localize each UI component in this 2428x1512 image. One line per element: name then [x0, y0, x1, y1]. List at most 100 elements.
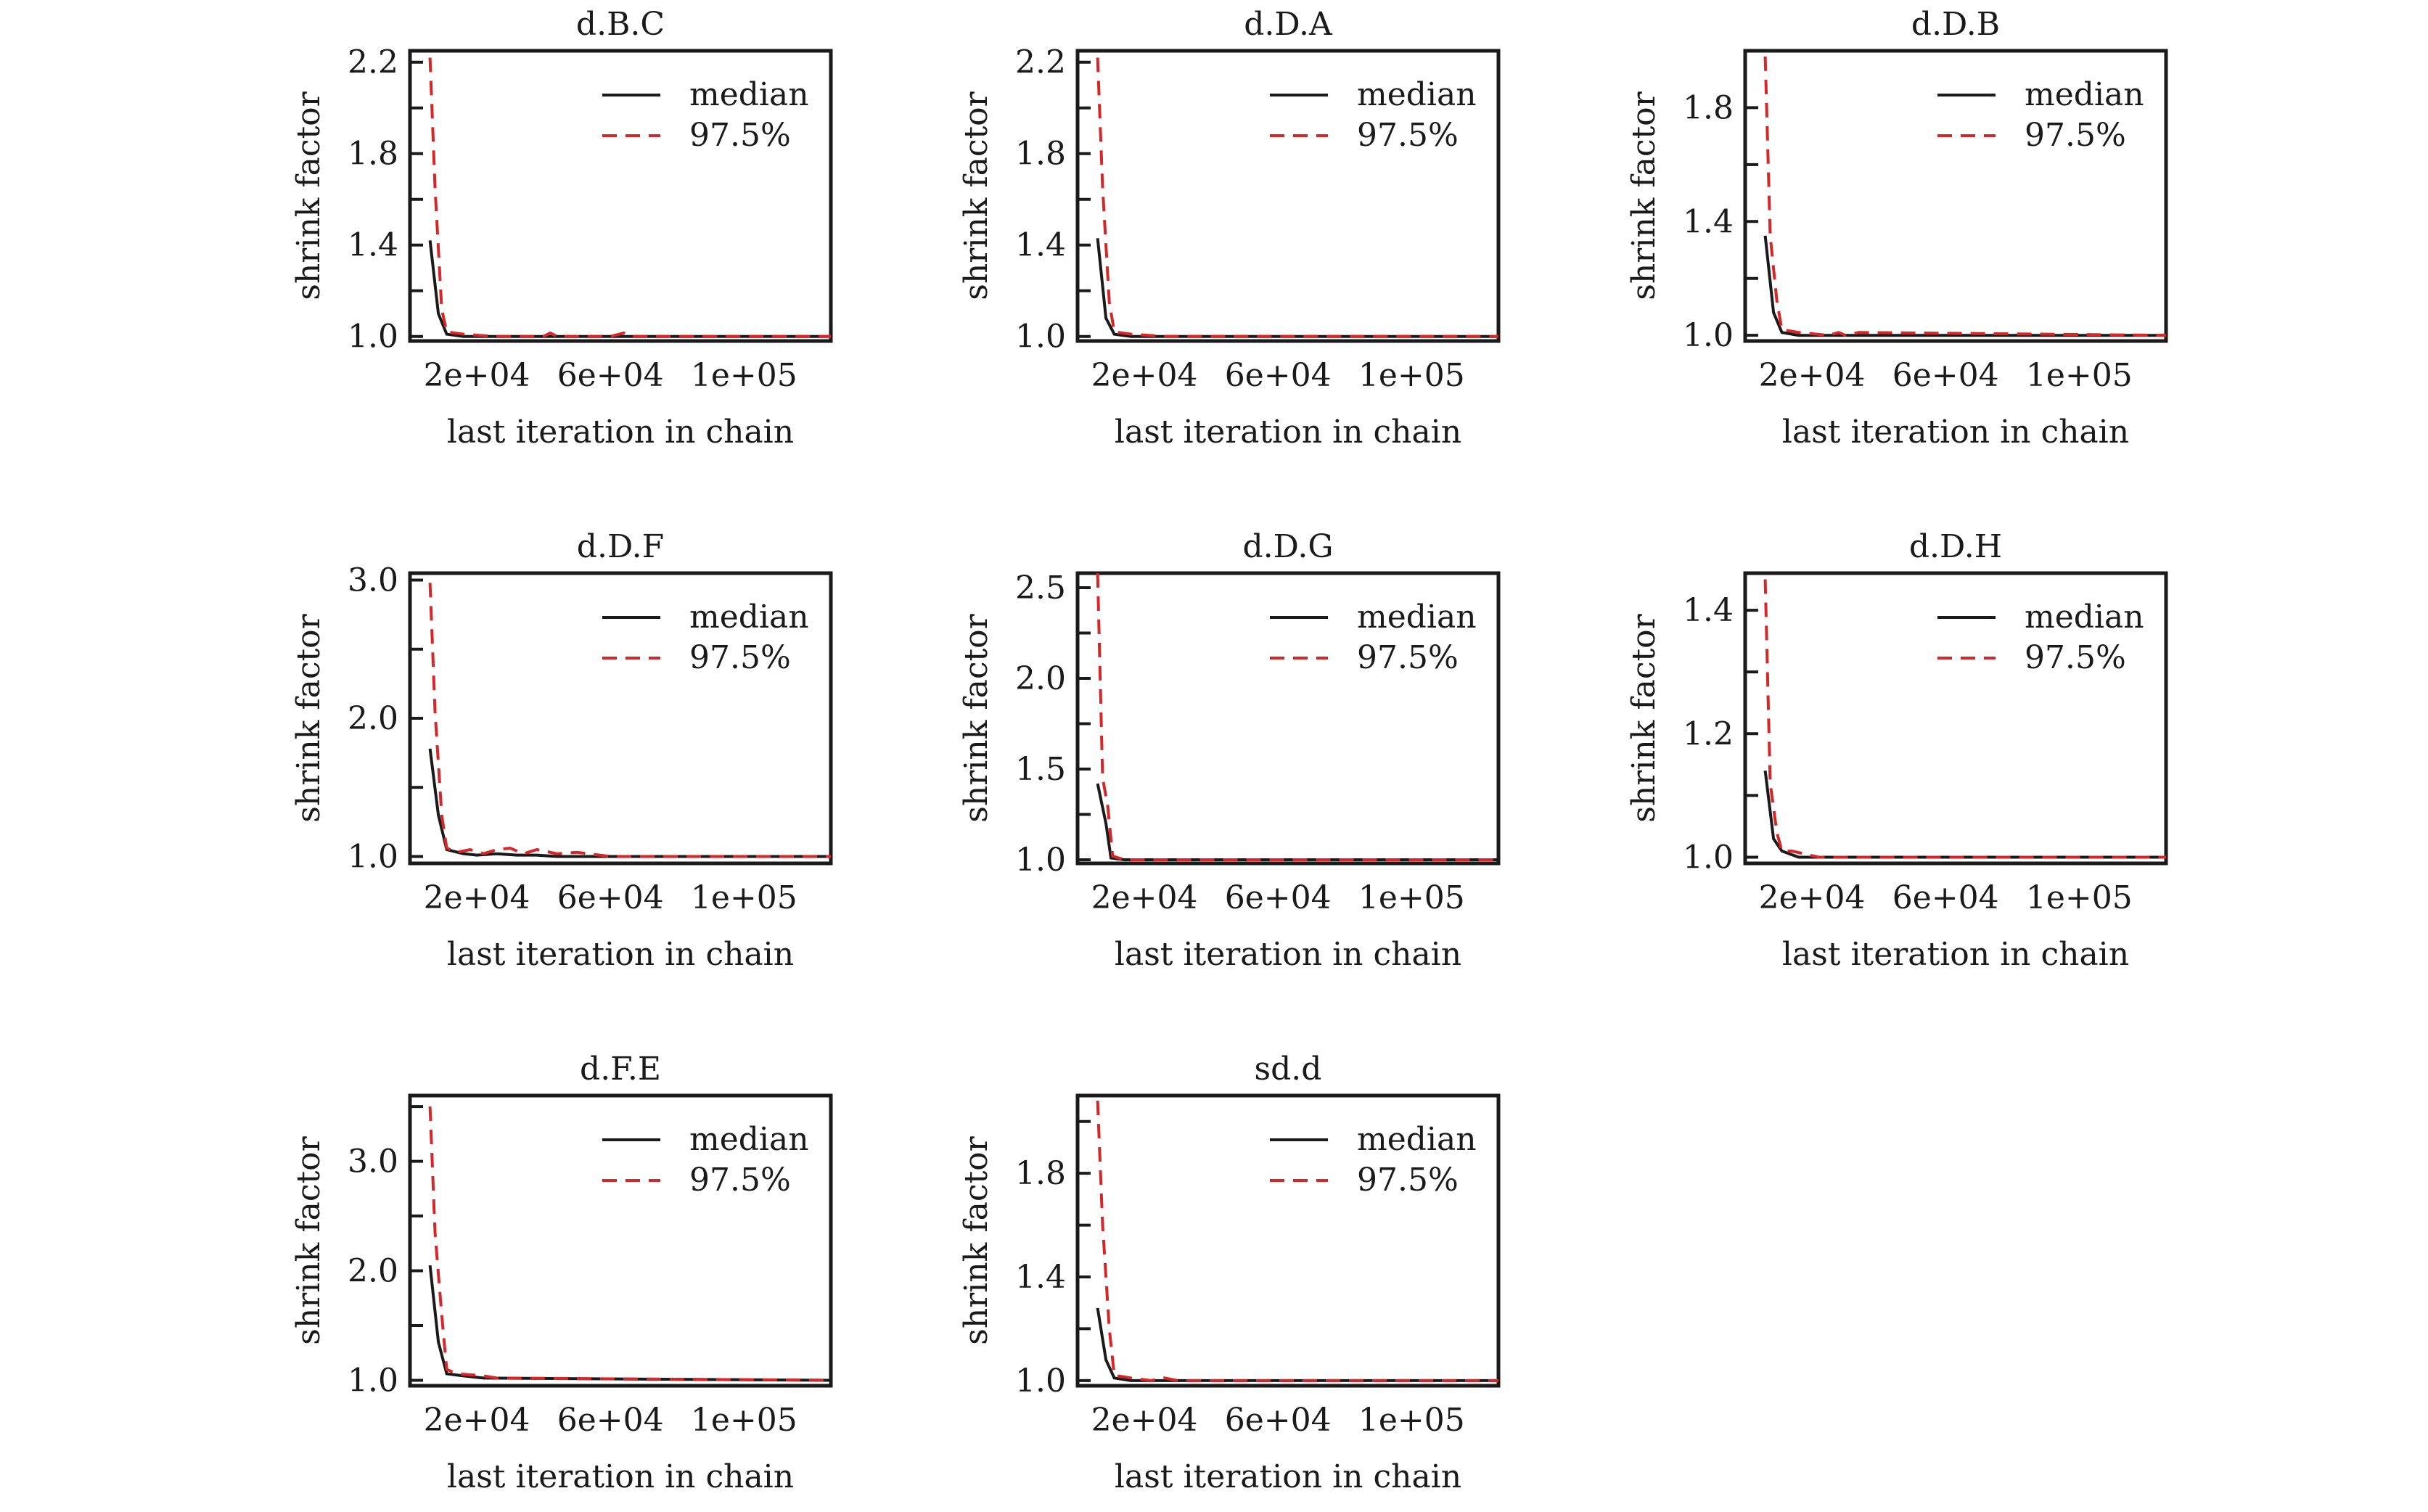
legend-entry: 97.5% — [689, 117, 791, 154]
series-median-line — [1763, 235, 2166, 337]
x-tick-label: 1e+05 — [2026, 879, 2133, 916]
series-q975-line — [428, 1106, 832, 1382]
y-tick-label: 1.8 — [1683, 89, 1734, 126]
y-tick-label: 1.4 — [348, 227, 398, 264]
y-tick-label: 1.8 — [1015, 136, 1066, 173]
plot-frame — [1743, 571, 2168, 866]
plot-frame — [1743, 49, 2168, 343]
plot-frame — [1075, 49, 1501, 343]
chart-panel: sd.d 1.0 1.4 1.8 2e+04 6e+04 1e+05 last iterati… — [958, 1051, 1501, 1495]
y-axis-label: shrink factor — [290, 91, 327, 300]
legend-entry: median — [689, 76, 809, 113]
y-axis-label: shrink factor — [1625, 91, 1662, 300]
y-tick-label: 2.0 — [348, 700, 398, 737]
x-axis-label: last iteration in chain — [1782, 936, 2129, 973]
plot-frame — [1075, 1093, 1501, 1388]
chart-panel: d.F.E 1.0 2.0 3.0 2e+04 6e+04 1e+05 last iterat… — [290, 1051, 833, 1495]
plot-frame — [408, 49, 833, 343]
chart-title: d.D.G — [1243, 528, 1334, 565]
legend-entry: median — [2025, 599, 2144, 636]
chart-title: d.D.B — [1911, 6, 2000, 43]
x-tick-label: 1e+05 — [1358, 879, 1465, 916]
y-tick-label: 1.4 — [1683, 592, 1734, 629]
series-q975-line — [1096, 1101, 1498, 1382]
x-axis-label: last iteration in chain — [1115, 936, 1461, 973]
y-tick-label: 1.0 — [1683, 317, 1734, 354]
y-axis-label: shrink factor — [958, 1135, 995, 1344]
y-tick-label: 1.2 — [1683, 715, 1734, 752]
chart-title: d.D.A — [1244, 6, 1333, 43]
y-tick-label: 2.0 — [348, 1253, 398, 1290]
x-tick-label: 6e+04 — [557, 1402, 664, 1439]
series-median-line — [1763, 771, 2166, 859]
chart-panel: d.D.G 1.0 1.5 2.0 2.5 2e+04 6e+04 1e+05 last ite… — [958, 528, 1501, 973]
x-tick-label: 1e+05 — [691, 357, 797, 394]
legend-entry: 97.5% — [2025, 639, 2126, 676]
series-median-line — [1096, 783, 1498, 861]
x-axis-label: last iteration in chain — [447, 414, 794, 451]
y-tick-label: 1.0 — [348, 319, 398, 356]
chart-panel: d.B.C 1.0 1.4 1.8 2.2 2e+04 6e+04 1e+05 last ite… — [290, 6, 833, 451]
legend-entry: median — [2025, 76, 2144, 113]
x-axis-label: last iteration in chain — [1115, 414, 1461, 451]
y-tick-label: 2.2 — [1015, 44, 1066, 81]
series-q975-line — [1096, 57, 1498, 338]
x-tick-label: 1e+05 — [2026, 357, 2133, 394]
y-axis-label: shrink factor — [958, 91, 995, 300]
series-median-line — [428, 1265, 832, 1382]
x-tick-label: 6e+04 — [557, 879, 664, 916]
series-q975-line — [1096, 572, 1498, 861]
x-tick-label: 2e+04 — [1091, 357, 1198, 394]
y-tick-label: 1.4 — [1015, 227, 1066, 264]
legend-entry: 97.5% — [689, 1162, 791, 1199]
x-tick-label: 2e+04 — [1759, 357, 1866, 394]
y-tick-label: 2.5 — [1015, 570, 1066, 607]
legend-entry: median — [1357, 1121, 1477, 1158]
y-axis-label: shrink factor — [290, 613, 327, 822]
y-tick-label: 1.8 — [1015, 1155, 1066, 1192]
x-tick-label: 2e+04 — [424, 357, 530, 394]
chart-title: d.F.E — [580, 1051, 661, 1088]
legend-entry: 97.5% — [1357, 639, 1459, 676]
chart-title: d.B.C — [576, 6, 665, 43]
series-q975-line — [1763, 56, 2167, 337]
y-tick-label: 1.4 — [1683, 203, 1734, 240]
y-axis-label: shrink factor — [1625, 613, 1662, 822]
x-tick-label: 2e+04 — [424, 879, 530, 916]
chart-panel: d.D.B 1.0 1.4 1.8 2e+04 6e+04 1e+05 last iterat… — [1625, 6, 2168, 451]
chart-panel: d.D.F 1.0 2.0 3.0 2e+04 6e+04 1e+05 last iterat… — [290, 528, 833, 973]
legend-entry: 97.5% — [1357, 1162, 1459, 1199]
chart-title: d.D.F — [577, 528, 664, 565]
x-tick-label: 6e+04 — [1892, 357, 1999, 394]
y-tick-label: 3.0 — [348, 562, 398, 599]
series-q975-line — [428, 57, 831, 338]
series-median-line — [1096, 1307, 1498, 1382]
legend-entry: median — [689, 1121, 809, 1158]
x-axis-label: last iteration in chain — [1782, 414, 2129, 451]
y-axis-label: shrink factor — [958, 613, 995, 822]
x-tick-label: 6e+04 — [1892, 879, 1999, 916]
legend-entry: median — [1357, 599, 1477, 636]
chart-panel: d.D.H 1.0 1.2 1.4 2e+04 6e+04 1e+05 last iterat… — [1625, 528, 2168, 973]
plot-frame — [408, 1093, 833, 1388]
series-median-line — [1096, 238, 1498, 338]
y-tick-label: 1.8 — [348, 136, 398, 173]
x-tick-label: 6e+04 — [1225, 879, 1332, 916]
chart-title: d.D.H — [1909, 528, 2002, 565]
legend-entry: 97.5% — [2025, 117, 2126, 154]
legend-entry: 97.5% — [689, 639, 791, 676]
legend-entry: median — [1357, 76, 1477, 113]
x-tick-label: 1e+05 — [691, 879, 797, 916]
series-median-line — [428, 240, 831, 338]
y-tick-label: 1.0 — [1015, 842, 1066, 879]
y-tick-label: 2.0 — [1015, 660, 1066, 697]
x-tick-label: 6e+04 — [1225, 357, 1332, 394]
chart-title: sd.d — [1255, 1051, 1322, 1088]
x-tick-label: 2e+04 — [1759, 879, 1866, 916]
x-tick-label: 1e+05 — [691, 1402, 797, 1439]
x-tick-label: 1e+05 — [1358, 357, 1465, 394]
x-tick-label: 2e+04 — [424, 1402, 530, 1439]
y-tick-label: 1.0 — [1015, 319, 1066, 356]
x-tick-label: 1e+05 — [1358, 1402, 1465, 1439]
